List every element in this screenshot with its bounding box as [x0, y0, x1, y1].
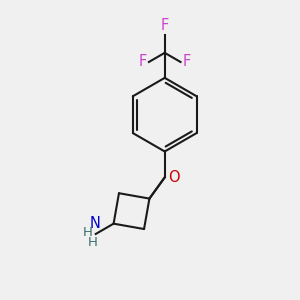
Text: H: H — [82, 226, 92, 239]
Text: H: H — [88, 236, 98, 249]
Text: F: F — [139, 55, 147, 70]
Text: F: F — [160, 17, 169, 32]
Text: N: N — [89, 216, 100, 231]
Text: F: F — [183, 55, 191, 70]
Text: O: O — [168, 170, 179, 185]
